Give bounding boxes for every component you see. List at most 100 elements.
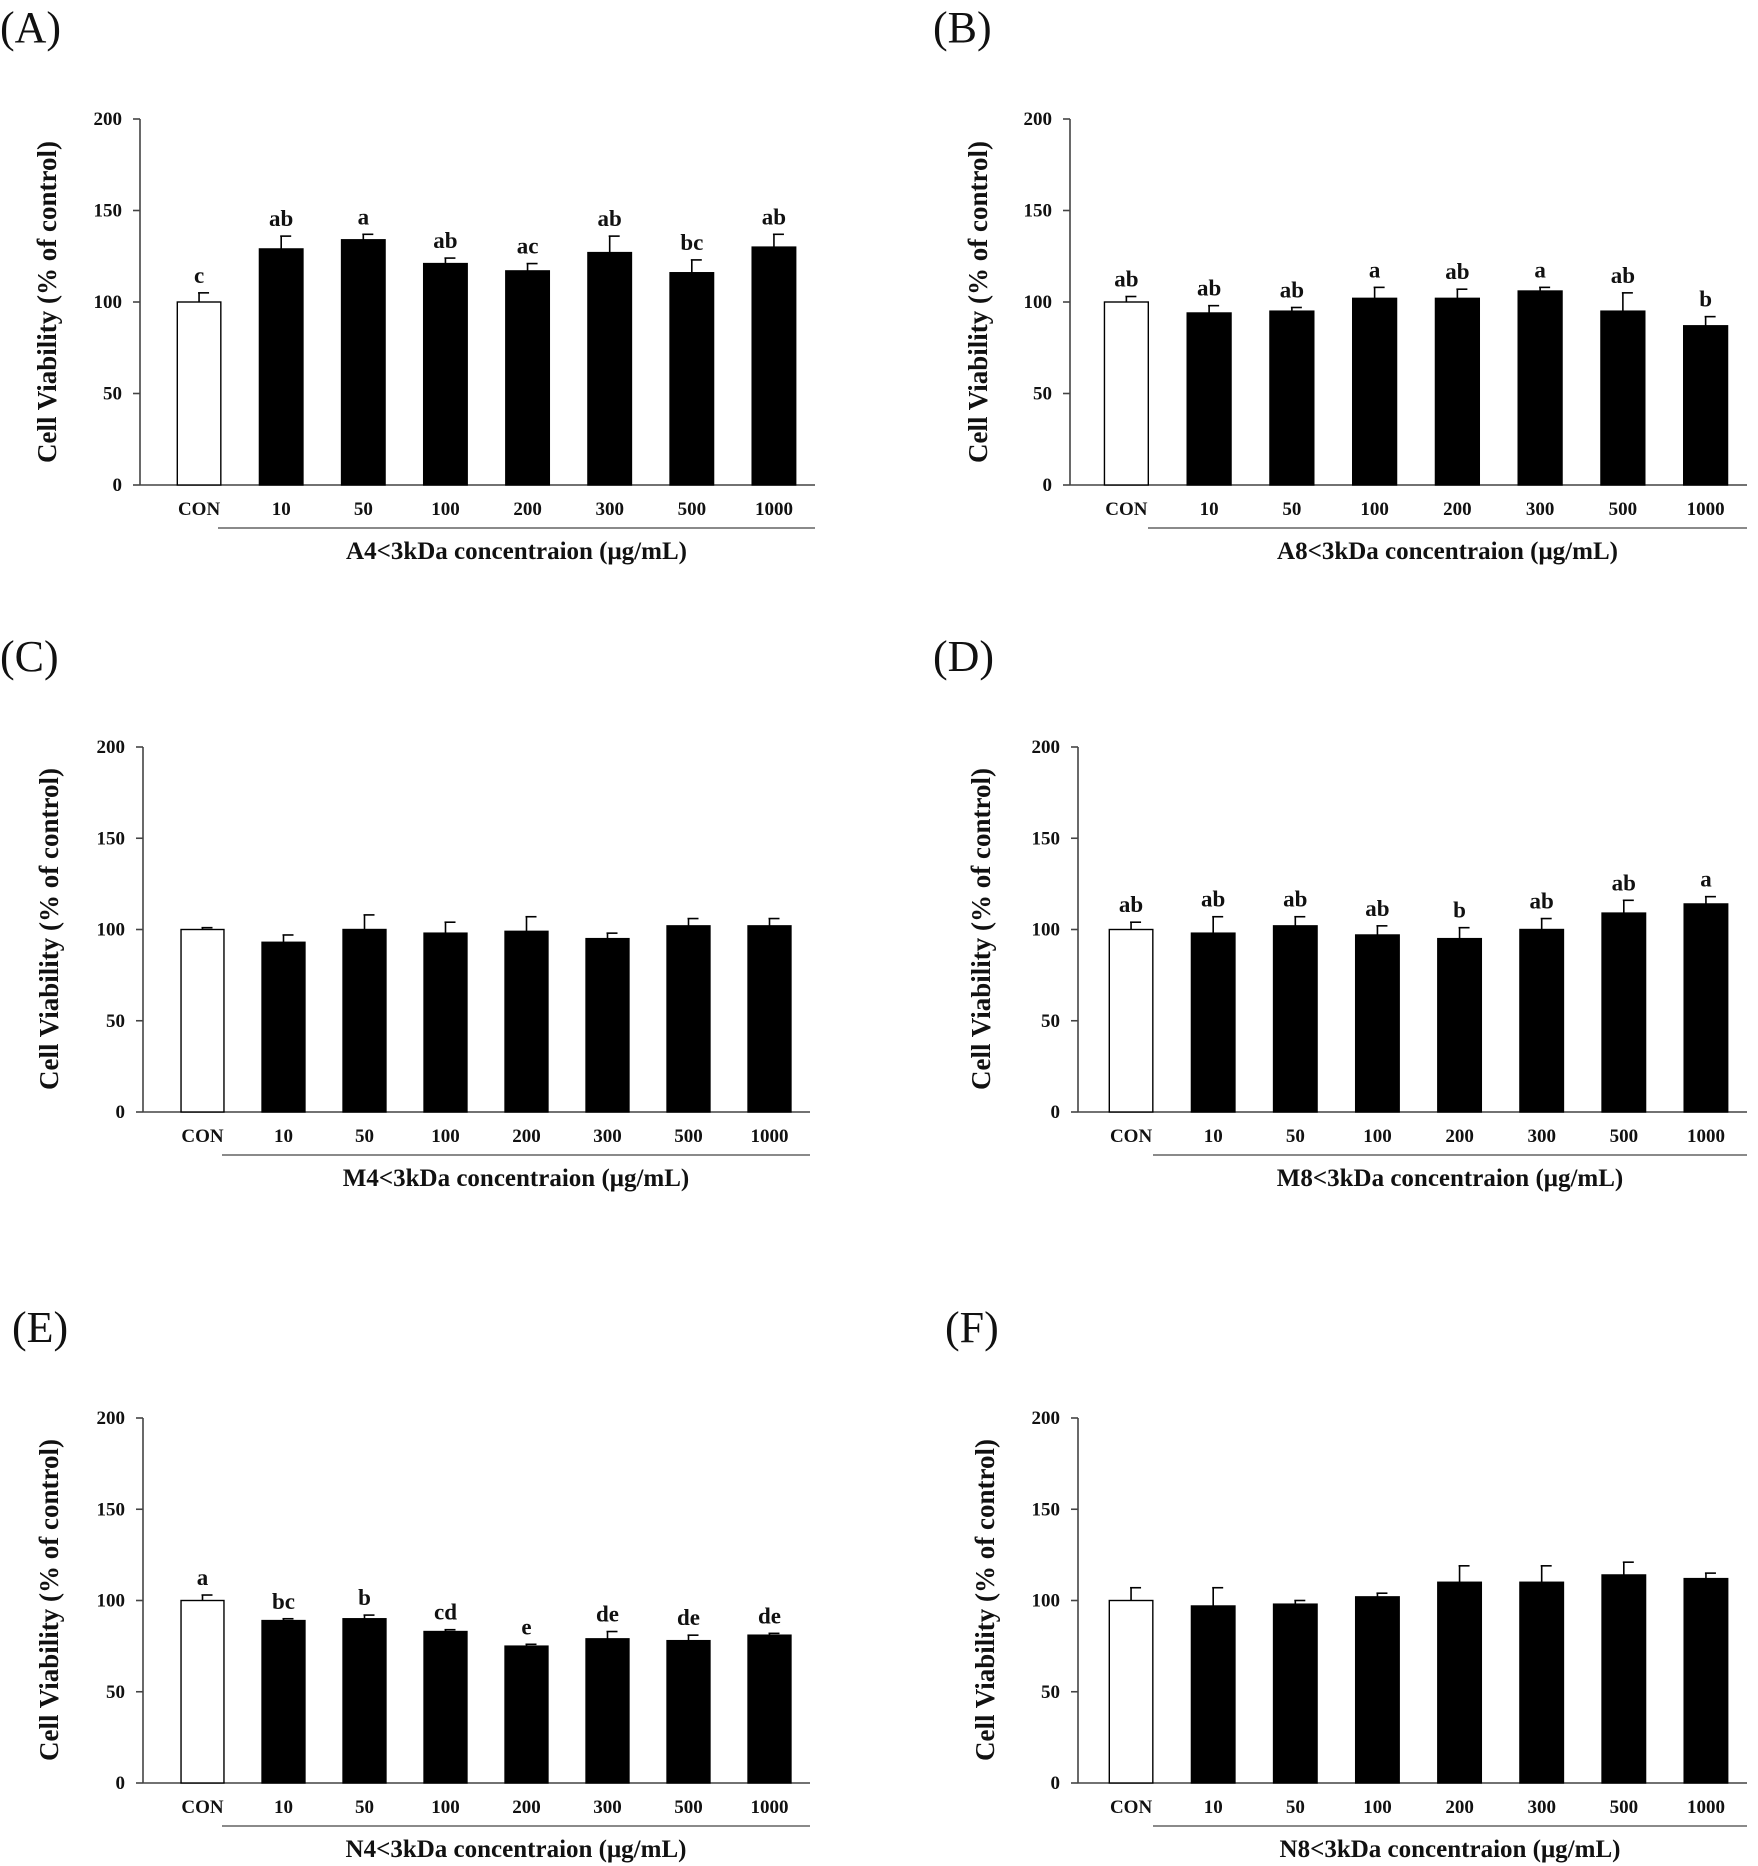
- y-tick-label: 200: [94, 109, 123, 130]
- x-tick-label: 100: [431, 1126, 460, 1147]
- x-axis-label: M8<3kDa concentraion (μg/mL): [1277, 1165, 1623, 1192]
- significance-label: de: [596, 1602, 619, 1627]
- y-tick-label: 50: [1041, 1682, 1060, 1703]
- x-tick-label: 50: [354, 499, 373, 520]
- significance-label: ab: [1611, 263, 1635, 288]
- x-tick-label: 500: [678, 499, 707, 520]
- significance-label: b: [1453, 898, 1466, 923]
- y-axis-label: Cell Viability (% of control): [966, 768, 996, 1090]
- x-tick-label: 1000: [755, 499, 793, 520]
- bar: [504, 930, 549, 1113]
- significance-label: ab: [1530, 889, 1554, 914]
- significance-label: de: [758, 1603, 781, 1628]
- y-tick-label: 50: [1033, 384, 1052, 405]
- y-axis-label: Cell Viability (% of control): [34, 768, 64, 1090]
- x-tick-label: 100: [1360, 499, 1389, 520]
- y-tick-label: 100: [1032, 920, 1061, 941]
- bar: [1190, 932, 1236, 1113]
- x-tick-label: 10: [274, 1126, 293, 1147]
- bar: [1437, 1581, 1483, 1784]
- x-tick-label: CON: [1105, 499, 1148, 520]
- x-tick-label: 200: [512, 1797, 541, 1818]
- y-tick-label: 200: [97, 1408, 126, 1429]
- chart-panel: (D) 0 50 100 150 200 ab CON ab 10 ab 50 ab 100 b 200 ab 3…: [933, 632, 1747, 1192]
- x-axis-label: N4<3kDa concentraion (μg/mL): [346, 1836, 687, 1863]
- bar: [1272, 1603, 1318, 1784]
- significance-label: a: [1369, 257, 1381, 282]
- y-tick-label: 200: [1032, 737, 1061, 758]
- x-tick-label: 100: [1363, 1797, 1392, 1818]
- bar: [585, 1638, 630, 1784]
- panel-label: (D): [933, 632, 994, 681]
- significance-label: ab: [762, 204, 786, 229]
- y-tick-label: 100: [94, 292, 123, 313]
- significance-label: ab: [1365, 896, 1389, 921]
- x-axis-label: N8<3kDa concentraion (μg/mL): [1280, 1836, 1621, 1863]
- significance-label: c: [194, 263, 204, 288]
- y-tick-label: 0: [116, 1773, 126, 1794]
- significance-label: ab: [1114, 267, 1138, 292]
- bar: [504, 1645, 549, 1784]
- x-tick-label: 100: [431, 1797, 460, 1818]
- x-tick-label: 1000: [751, 1797, 789, 1818]
- y-tick-label: 50: [1041, 1011, 1060, 1032]
- x-tick-label: 50: [355, 1126, 374, 1147]
- bar: [1108, 1599, 1154, 1784]
- significance-label: a: [197, 1565, 209, 1590]
- panel-label: (F): [945, 1303, 999, 1352]
- x-tick-label: CON: [181, 1797, 224, 1818]
- bar: [342, 928, 387, 1113]
- bar: [1683, 903, 1729, 1113]
- x-tick-label: CON: [1110, 1797, 1153, 1818]
- x-tick-label: CON: [178, 499, 221, 520]
- y-tick-label: 150: [1032, 828, 1061, 849]
- y-tick-label: 100: [1024, 292, 1053, 313]
- bar: [1437, 937, 1483, 1113]
- x-tick-label: 10: [1204, 1797, 1223, 1818]
- significance-label: de: [677, 1605, 700, 1630]
- chart-panel: (C) 0 50 100 150 200 CON 10 50 100 200 300 500 1000 M4…: [0, 632, 810, 1192]
- bar: [751, 246, 797, 486]
- bar: [340, 239, 386, 486]
- x-tick-label: 1000: [1687, 1126, 1725, 1147]
- y-tick-label: 200: [1024, 109, 1053, 130]
- y-axis-label: Cell Viability (% of control): [34, 1439, 64, 1761]
- x-tick-label: 50: [355, 1797, 374, 1818]
- y-tick-label: 150: [1024, 201, 1053, 222]
- significance-label: ab: [1280, 277, 1304, 302]
- bar: [505, 270, 551, 486]
- significance-label: ab: [269, 206, 293, 231]
- y-tick-label: 200: [1032, 1408, 1061, 1429]
- y-tick-label: 150: [97, 828, 126, 849]
- bar: [423, 932, 468, 1113]
- panel-label: (A): [0, 3, 61, 52]
- bar: [261, 1619, 306, 1784]
- bar: [1354, 1596, 1400, 1784]
- significance-label: ab: [1283, 887, 1307, 912]
- significance-label: ab: [1445, 259, 1469, 284]
- significance-label: a: [358, 204, 370, 229]
- panel-label: (B): [933, 3, 992, 52]
- chart-panel: (E) 0 50 100 150 200 a CON bc 10 b 50 cd 100 e 200 de 300…: [12, 1303, 810, 1863]
- significance-label: a: [1534, 257, 1546, 282]
- significance-label: bc: [272, 1589, 295, 1614]
- x-tick-label: 200: [513, 499, 542, 520]
- chart-panel: (F) 0 50 100 150 200 CON 10 50 100 200 300 500 1000 N8…: [945, 1303, 1747, 1863]
- chart-panel: (A) 0 50 100 150 200 c CON ab 10 a 50 ab 100 ac 200 ab 30…: [0, 3, 815, 565]
- x-tick-label: 10: [274, 1797, 293, 1818]
- y-tick-label: 50: [103, 384, 122, 405]
- bar: [747, 925, 792, 1113]
- y-tick-label: 150: [94, 201, 123, 222]
- x-tick-label: 500: [674, 1797, 703, 1818]
- significance-label: b: [1699, 287, 1712, 312]
- chart-panel: (B) 0 50 100 150 200 ab CON ab 10 ab 50 a 100 ab 200 a 30…: [933, 3, 1747, 565]
- x-tick-label: 1000: [751, 1126, 789, 1147]
- bar: [1601, 1574, 1647, 1784]
- significance-label: ac: [517, 234, 539, 259]
- bar: [1519, 1581, 1565, 1784]
- bar: [666, 1639, 711, 1784]
- y-tick-label: 150: [1032, 1499, 1061, 1520]
- y-tick-label: 150: [97, 1499, 126, 1520]
- bar: [1683, 1577, 1729, 1784]
